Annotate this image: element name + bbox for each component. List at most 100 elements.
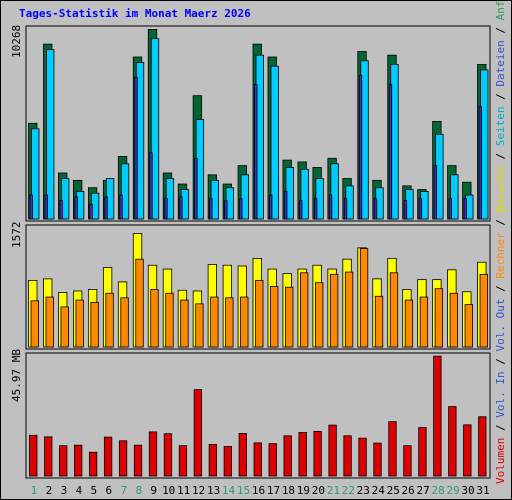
tick-label-day-23: 23	[357, 484, 370, 497]
tick-label-day-21: 21	[327, 484, 340, 497]
tick-label-day-5: 5	[91, 484, 98, 497]
bar-volume-volumen-day-27	[418, 427, 427, 477]
bar-visits-rechner-day-10	[165, 292, 174, 348]
bar-requests-seiten-day-30	[463, 198, 467, 220]
bar-visits-rechner-day-6	[105, 292, 114, 348]
legend-part-1: /	[494, 418, 507, 438]
bar-volume-volumen-day-15	[238, 433, 247, 477]
bar-volume-volumen-day-4	[74, 444, 83, 477]
tick-label-day-7: 7	[120, 484, 127, 497]
tick-label-day-20: 20	[312, 484, 325, 497]
tick-label-day-12: 12	[192, 484, 205, 497]
bar-requests-dateien-day-9	[150, 38, 160, 220]
day-tick-labels: 1 2 3 4 5 6 7 8 9 10 11 12 13 14 15 16 17 18 19 20 21 22 23 24 2…	[31, 484, 490, 497]
tick-label-day-25: 25	[387, 484, 400, 497]
bar-visits-rechner-day-17	[270, 286, 279, 348]
bar-visits-rechner-day-1	[30, 300, 39, 348]
bar-visits-rechner-day-13	[210, 296, 219, 348]
bar-visits-rechner-day-4	[75, 299, 84, 348]
bar-visits-rechner-day-5	[90, 301, 99, 348]
bar-requests-seiten-day-13	[209, 198, 213, 220]
tick-label-day-29: 29	[446, 484, 459, 497]
bar-visits-rechner-day-11	[180, 299, 189, 348]
legend-part-4: Vol. Out	[494, 299, 507, 352]
bar-volume-volumen-day-30	[463, 424, 472, 477]
bar-requests-seiten-day-26	[403, 200, 408, 220]
bar-visits-rechner-day-31	[479, 273, 488, 348]
tick-label-day-15: 15	[237, 484, 250, 497]
bar-requests-seiten-day-12	[194, 157, 198, 220]
bar-volume-volumen-day-9	[148, 431, 158, 477]
scale-label-visits: 1572	[10, 222, 23, 249]
bar-visits-rechner-day-27	[419, 296, 429, 348]
tick-label-day-27: 27	[417, 484, 430, 497]
bar-volume-volumen-day-21	[328, 424, 337, 477]
bar-volume-volumen-day-26	[403, 445, 412, 477]
legend-part-3: /	[494, 352, 507, 372]
bar-volume-volumen-day-7	[118, 440, 128, 477]
tick-label-day-13: 13	[207, 484, 220, 497]
right-legend: Volumen / Vol. In / Vol. Out / Rechner /…	[494, 0, 507, 484]
tick-label-day-11: 11	[177, 484, 190, 497]
tick-label-day-1: 1	[31, 484, 38, 497]
bar-requests-seiten-day-18	[284, 190, 288, 220]
bar-visits-rechner-day-20	[314, 282, 324, 348]
tick-label-day-19: 19	[297, 484, 310, 497]
bar-visits-rechner-day-25	[389, 272, 399, 348]
legend-part-12: Dateien	[494, 40, 507, 86]
bar-visits-rechner-day-19	[300, 272, 309, 348]
bar-volume-volumen-day-16	[253, 442, 262, 477]
tick-label-day-4: 4	[76, 484, 83, 497]
bar-requests-seiten-day-28	[433, 165, 438, 220]
legend-part-8: Besuche	[494, 166, 507, 212]
tick-label-day-18: 18	[282, 484, 295, 497]
bar-volume-volumen-day-22	[343, 435, 352, 477]
tick-label-day-24: 24	[372, 484, 386, 497]
legend-part-10: Seiten	[494, 106, 507, 146]
legend-part-9: /	[494, 146, 507, 166]
bar-volume-volumen-day-6	[103, 436, 113, 477]
bar-visits-rechner-day-3	[60, 306, 69, 348]
bar-volume-volumen-day-3	[59, 445, 68, 477]
bar-volume-volumen-day-1	[29, 434, 38, 477]
legend-part-14: Anfragen	[494, 0, 507, 20]
bar-visits-rechner-day-24	[374, 295, 384, 348]
bar-requests-seiten-day-21	[328, 194, 333, 220]
bar-volume-volumen-day-2	[44, 436, 53, 477]
tick-label-day-30: 30	[461, 484, 474, 497]
chart-title: Tages-Statistik im Monat Maerz 2026	[19, 7, 251, 20]
tick-label-day-14: 14	[222, 484, 236, 497]
bar-requests-seiten-day-10	[164, 198, 168, 220]
legend-part-11: /	[494, 87, 507, 107]
legend-part-7: /	[494, 212, 507, 232]
bar-requests-seiten-day-5	[89, 203, 93, 220]
bar-requests-dateien-day-21	[330, 163, 339, 220]
tick-label-day-22: 22	[342, 484, 355, 497]
bar-visits-rechner-day-22	[344, 271, 354, 348]
bar-requests-seiten-day-15	[239, 198, 243, 220]
bar-requests-seiten-day-29	[448, 198, 453, 220]
bar-volume-volumen-day-31	[478, 416, 487, 477]
bar-requests-seiten-day-9	[149, 152, 153, 220]
bar-requests-seiten-day-7	[119, 194, 123, 220]
bar-volume-volumen-day-12	[193, 389, 203, 477]
bar-volume-volumen-day-8	[133, 444, 143, 477]
bar-volume-volumen-day-14	[223, 446, 232, 477]
bar-requests-seiten-day-20	[313, 198, 318, 220]
bar-volume-volumen-day-18	[283, 435, 292, 477]
bar-requests-dateien-day-1	[31, 128, 40, 220]
tick-label-day-3: 3	[61, 484, 68, 497]
bar-visits-rechner-day-28	[434, 288, 444, 348]
bar-requests-seiten-day-16	[254, 84, 258, 220]
bar-volume-volumen-day-25	[388, 421, 397, 477]
bar-requests-dateien-day-7	[120, 163, 130, 220]
legend-part-5: /	[494, 279, 507, 299]
scale-label-requests: 10268	[10, 25, 23, 58]
bar-requests-dateien-day-2	[46, 49, 55, 220]
bar-visits-rechner-day-2	[45, 296, 54, 348]
tick-label-day-9: 9	[150, 484, 157, 497]
bar-requests-dateien-day-19	[300, 168, 309, 220]
bar-volume-volumen-day-23	[358, 437, 367, 477]
